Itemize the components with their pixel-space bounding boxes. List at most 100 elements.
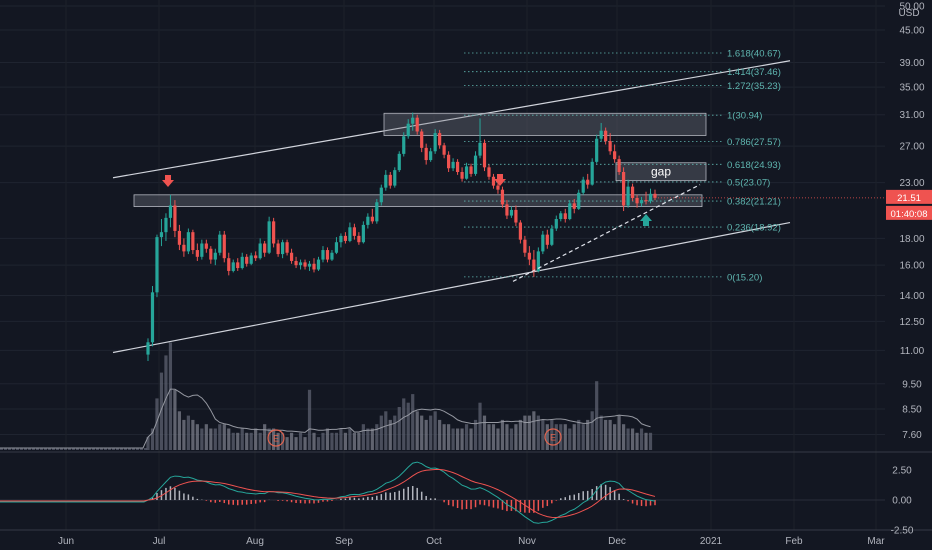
earnings-marker	[267, 429, 285, 447]
channel-overlay	[112, 52, 791, 354]
candle-body	[621, 172, 626, 206]
volume-bar	[482, 415, 487, 450]
candle-body	[366, 216, 370, 225]
candle-body	[281, 242, 285, 255]
volume-bar	[84, 448, 87, 450]
volume-bar	[384, 411, 388, 450]
volume-bar	[227, 428, 231, 450]
candle-body	[473, 155, 478, 174]
volume-bar	[249, 432, 253, 450]
candle-body	[554, 219, 558, 229]
volume-bar	[352, 432, 356, 450]
candle-body	[321, 250, 325, 260]
volume-bar	[541, 419, 545, 450]
candle-body	[218, 234, 222, 253]
volume-bar	[186, 415, 190, 450]
y-tick-label: 9.50	[902, 379, 922, 390]
volume-bar	[433, 411, 437, 450]
candle-body	[536, 251, 540, 271]
candle-body	[370, 216, 374, 222]
volume-bar	[116, 448, 119, 450]
candle-body	[563, 213, 567, 220]
volume-bar	[132, 448, 135, 450]
candle-body	[352, 227, 356, 236]
candle-body	[411, 117, 415, 124]
volume-bar	[639, 428, 644, 450]
volume-bar	[420, 415, 424, 450]
volume-bar	[177, 411, 182, 450]
candle-body	[236, 262, 240, 269]
candle-body	[182, 244, 186, 252]
candle-body	[496, 185, 500, 190]
volume-bar	[644, 432, 648, 450]
candle-body	[635, 197, 639, 204]
y-tick-label: 50.00	[899, 2, 924, 13]
candle-body	[348, 227, 352, 241]
fib-level-label: 0.382(21.21)	[727, 197, 781, 208]
volume-bar	[100, 448, 103, 450]
volume-bar	[464, 424, 469, 450]
volume-bar	[393, 415, 397, 450]
volume-bar	[64, 448, 67, 450]
volume-bar	[209, 428, 213, 450]
volume-bar	[316, 437, 321, 450]
volume-bar	[80, 448, 83, 450]
candle-body	[402, 136, 406, 154]
volume-bar	[32, 448, 35, 450]
y-tick-label: 18.00	[899, 234, 924, 245]
candle-body	[518, 222, 522, 240]
candle-body	[420, 131, 424, 148]
candle-body	[294, 260, 298, 266]
candle-body	[213, 252, 217, 260]
volume-bar	[429, 415, 433, 450]
volume-bar	[303, 437, 307, 450]
candle-body	[325, 250, 330, 260]
volume-bar	[321, 432, 325, 450]
volume-bar	[572, 424, 576, 450]
x-tick-label: Jul	[153, 536, 166, 547]
candle-body	[222, 234, 226, 259]
macd-signal-line	[0, 469, 656, 518]
y-tick-label: 8.50	[902, 405, 922, 416]
candle-body	[415, 117, 419, 132]
volume-bar	[108, 448, 111, 450]
volume-bar	[240, 428, 244, 450]
candle-body	[227, 258, 231, 271]
candle-body	[245, 256, 249, 264]
earnings-marker-label: E	[550, 433, 556, 443]
y-tick-label: 35.00	[899, 83, 924, 94]
sell-arrow-icon	[494, 174, 506, 186]
currency-label: USD	[898, 8, 919, 19]
volume-bar	[4, 448, 7, 450]
candle-body	[150, 292, 155, 343]
volume-bar	[334, 432, 339, 450]
candle-body	[626, 186, 630, 206]
candle-body	[541, 234, 545, 252]
candle-body	[595, 138, 599, 162]
volume-bar	[500, 419, 505, 450]
volume-bar	[626, 428, 630, 450]
candle-body	[545, 234, 549, 245]
volume-bar	[330, 432, 334, 450]
candle-body	[276, 243, 280, 255]
volume-bar	[478, 402, 482, 450]
volume-bar	[617, 415, 621, 450]
volume-bar	[258, 432, 262, 450]
volume-bar	[518, 419, 522, 450]
candle-body	[330, 252, 334, 260]
volume-bar	[357, 432, 361, 450]
candle-body	[173, 205, 177, 231]
candle-body	[200, 243, 204, 257]
volume-bar	[231, 432, 235, 450]
earnings-marker-label: E	[273, 434, 279, 444]
volume-bar	[124, 448, 127, 450]
candle-body	[397, 153, 401, 171]
volume-bar	[388, 419, 392, 450]
candle-body	[164, 217, 168, 233]
candle-body	[343, 235, 348, 241]
candle-body	[653, 193, 657, 198]
volume-bar	[44, 448, 47, 450]
x-tick-label: 2021	[700, 536, 723, 547]
volume-bar	[72, 448, 75, 450]
